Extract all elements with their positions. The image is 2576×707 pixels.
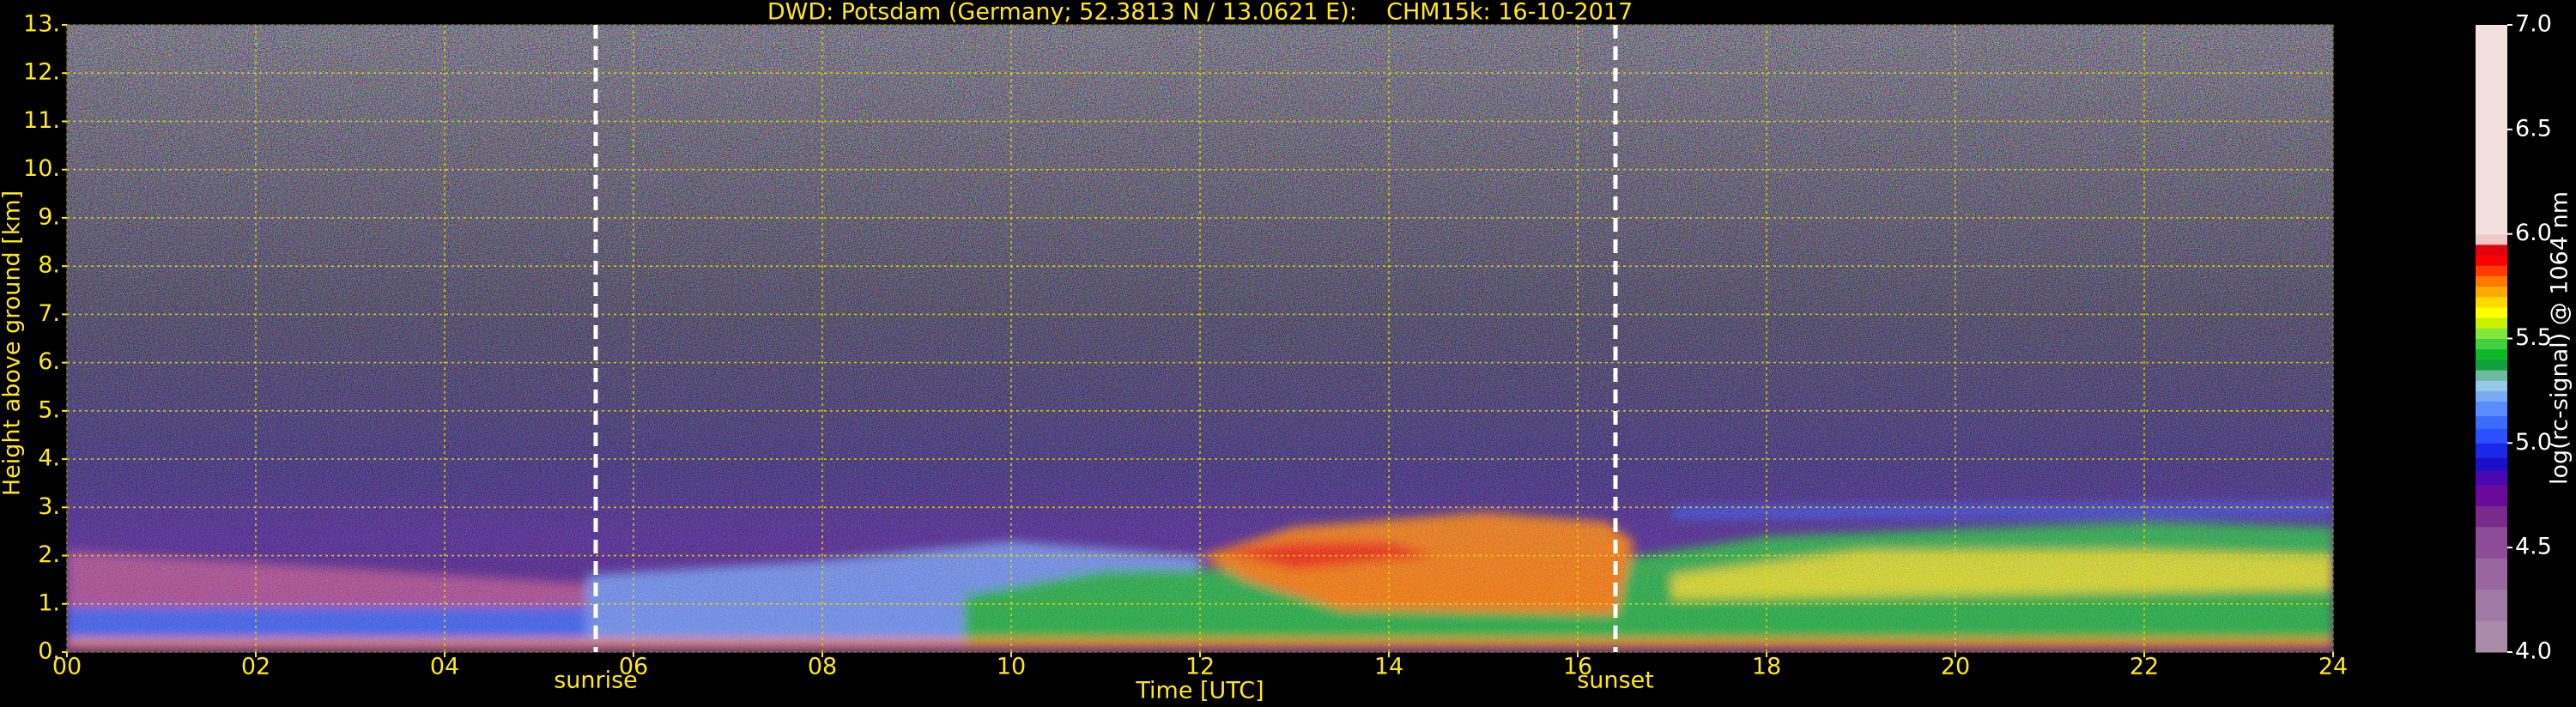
colorbar-segment	[2476, 244, 2507, 256]
colorbar-segment	[2476, 505, 2507, 528]
colorbar-segment	[2476, 359, 2507, 371]
colorbar-segment	[2476, 380, 2507, 391]
colorbar-tick-label: 7.0	[2515, 11, 2552, 38]
colorbar-segment	[2476, 558, 2507, 590]
colorbar-segment	[2476, 620, 2507, 653]
y-tick-label: 10.	[23, 155, 60, 182]
y-tick-label: 4.	[38, 445, 60, 472]
annotation-label: sunrise	[554, 668, 638, 694]
x-tick-label: 18	[1752, 654, 1781, 680]
colorbar-segment	[2476, 443, 2507, 458]
y-tick-label: 8.	[38, 252, 60, 279]
colorbar-segment	[2476, 390, 2507, 402]
colorbar-segment	[2476, 296, 2507, 308]
colorbar-segment	[2476, 457, 2507, 471]
colorbar-segment	[2476, 526, 2507, 559]
x-tick-label: 20	[1941, 654, 1970, 680]
y-tick-label: 9.	[38, 203, 60, 230]
y-axis-label: Height above ground [km]	[0, 190, 26, 496]
y-tick-label: 7.	[38, 300, 60, 327]
colorbar-tick-label: 4.0	[2515, 638, 2552, 665]
colorbar-segment	[2476, 265, 2507, 276]
y-tick-label: 5.	[38, 396, 60, 423]
colorbar-segment	[2476, 589, 2507, 621]
colorbar-segment	[2476, 415, 2507, 429]
colorbar-segment	[2476, 25, 2507, 235]
colorbar-segment	[2476, 275, 2507, 287]
y-tick-label: 2.	[38, 541, 60, 568]
colorbar-tick-label: 5.0	[2515, 429, 2552, 456]
y-tick-label: 12.	[23, 59, 60, 86]
x-tick-label: 00	[52, 654, 82, 680]
x-tick-label: 10	[997, 654, 1026, 680]
colorbar-tick-label: 6.5	[2515, 115, 2552, 142]
y-tick-label: 1.	[38, 589, 60, 616]
x-tick-label: 04	[430, 654, 459, 680]
colorbar-segment	[2476, 233, 2507, 245]
colorbar-segment	[2476, 348, 2507, 360]
colorbar-tick-label: 4.5	[2515, 534, 2552, 560]
colorbar-segment	[2476, 317, 2507, 329]
colorbar-segment	[2476, 255, 2507, 266]
x-tick-label: 22	[2130, 654, 2159, 680]
x-tick-label: 14	[1374, 654, 1403, 680]
colorbar-segment	[2476, 328, 2507, 339]
x-tick-label: 16	[1563, 654, 1592, 680]
annotation-label: sunset	[1577, 668, 1654, 694]
colorbar-segment	[2476, 470, 2507, 486]
y-tick-label: 6.	[38, 348, 60, 375]
colorbar-segment	[2476, 370, 2507, 381]
colorbar-segment	[2476, 485, 2507, 506]
colorbar-segment	[2476, 286, 2507, 298]
x-tick-label: 08	[808, 654, 837, 680]
colorbar-segment	[2476, 401, 2507, 417]
colorbar-segment	[2476, 338, 2507, 350]
colorbar-tick-label: 5.5	[2515, 324, 2552, 351]
x-axis-label: Time [UTC]	[1135, 678, 1264, 704]
x-tick-label: 12	[1185, 654, 1215, 680]
colorbar-segment	[2476, 428, 2507, 444]
x-tick-label: 24	[2318, 654, 2348, 680]
y-tick-label: 0.	[38, 638, 60, 665]
y-tick-label: 13.	[23, 11, 60, 38]
colorbar-tick-label: 6.0	[2515, 220, 2552, 246]
x-tick-label: 02	[241, 654, 270, 680]
colorbar-label: log(rc-signal) @ 1064 nm	[2547, 191, 2573, 485]
y-tick-label: 11.	[23, 107, 60, 134]
x-tick-label: 06	[619, 654, 648, 680]
chart-title: DWD: Potsdam (Germany; 52.3813 N / 13.06…	[767, 0, 1633, 26]
y-tick-label: 3.	[38, 493, 60, 520]
colorbar-segment	[2476, 306, 2507, 318]
